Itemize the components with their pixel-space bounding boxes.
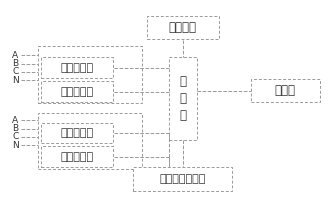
Bar	[169, 57, 197, 140]
Text: 处
理
器: 处 理 器	[179, 75, 186, 122]
Text: 电流互感器: 电流互感器	[60, 86, 94, 96]
Text: 电压互感器: 电压互感器	[60, 128, 94, 138]
Text: C: C	[12, 132, 18, 141]
Bar	[38, 46, 141, 103]
Bar	[41, 57, 114, 78]
Text: B: B	[12, 124, 18, 133]
Bar	[251, 79, 320, 102]
Text: 电压互感器: 电压互感器	[60, 63, 94, 73]
Bar	[41, 123, 114, 143]
Text: N: N	[12, 141, 19, 150]
Text: 存储器: 存储器	[275, 84, 296, 97]
Text: N: N	[12, 76, 19, 85]
Text: C: C	[12, 67, 18, 77]
Bar	[41, 81, 114, 102]
Bar	[38, 113, 141, 169]
Bar	[41, 146, 114, 167]
Text: 显示设备: 显示设备	[169, 21, 197, 34]
Text: 与计算机的接口: 与计算机的接口	[160, 174, 206, 184]
Text: B: B	[12, 59, 18, 68]
Bar	[133, 167, 233, 191]
Bar	[146, 16, 219, 39]
Text: A: A	[12, 116, 18, 125]
Text: A: A	[12, 51, 18, 60]
Text: 电流互感器: 电流互感器	[60, 152, 94, 162]
